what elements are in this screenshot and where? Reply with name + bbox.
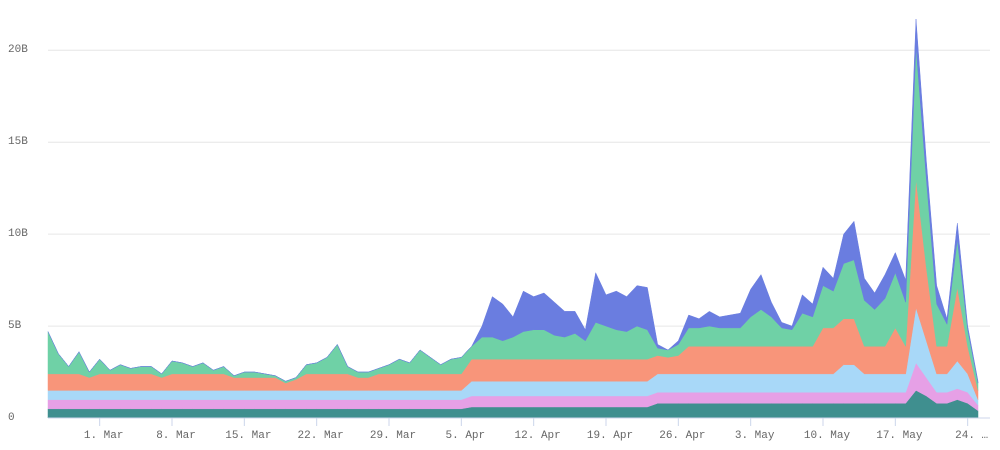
y-tick-label: 10B — [8, 228, 28, 240]
x-tick-label: 15. Mar — [225, 430, 271, 442]
x-tick-label: 22. Mar — [298, 430, 344, 442]
x-tick-label: 5. Apr — [446, 430, 486, 442]
x-tick-label: 12. Apr — [515, 430, 561, 442]
y-tick-label: 15B — [8, 136, 28, 148]
x-tick-label: 17. May — [876, 430, 923, 442]
x-tick-label: 26. Apr — [659, 430, 705, 442]
x-tick-label: 8. Mar — [156, 430, 196, 442]
y-tick-label: 0 — [8, 412, 15, 424]
x-tick-label: 29. Mar — [370, 430, 416, 442]
x-tick-label: 10. May — [804, 430, 851, 442]
y-tick-label: 20B — [8, 44, 28, 56]
x-tick-label: 1. Mar — [84, 430, 124, 442]
x-tick-label: 19. Apr — [587, 430, 633, 442]
x-tick-label: 24. … — [955, 430, 988, 442]
area — [47, 19, 979, 384]
y-tick-label: 5B — [8, 320, 22, 332]
x-tick-label: 3. May — [735, 430, 775, 442]
